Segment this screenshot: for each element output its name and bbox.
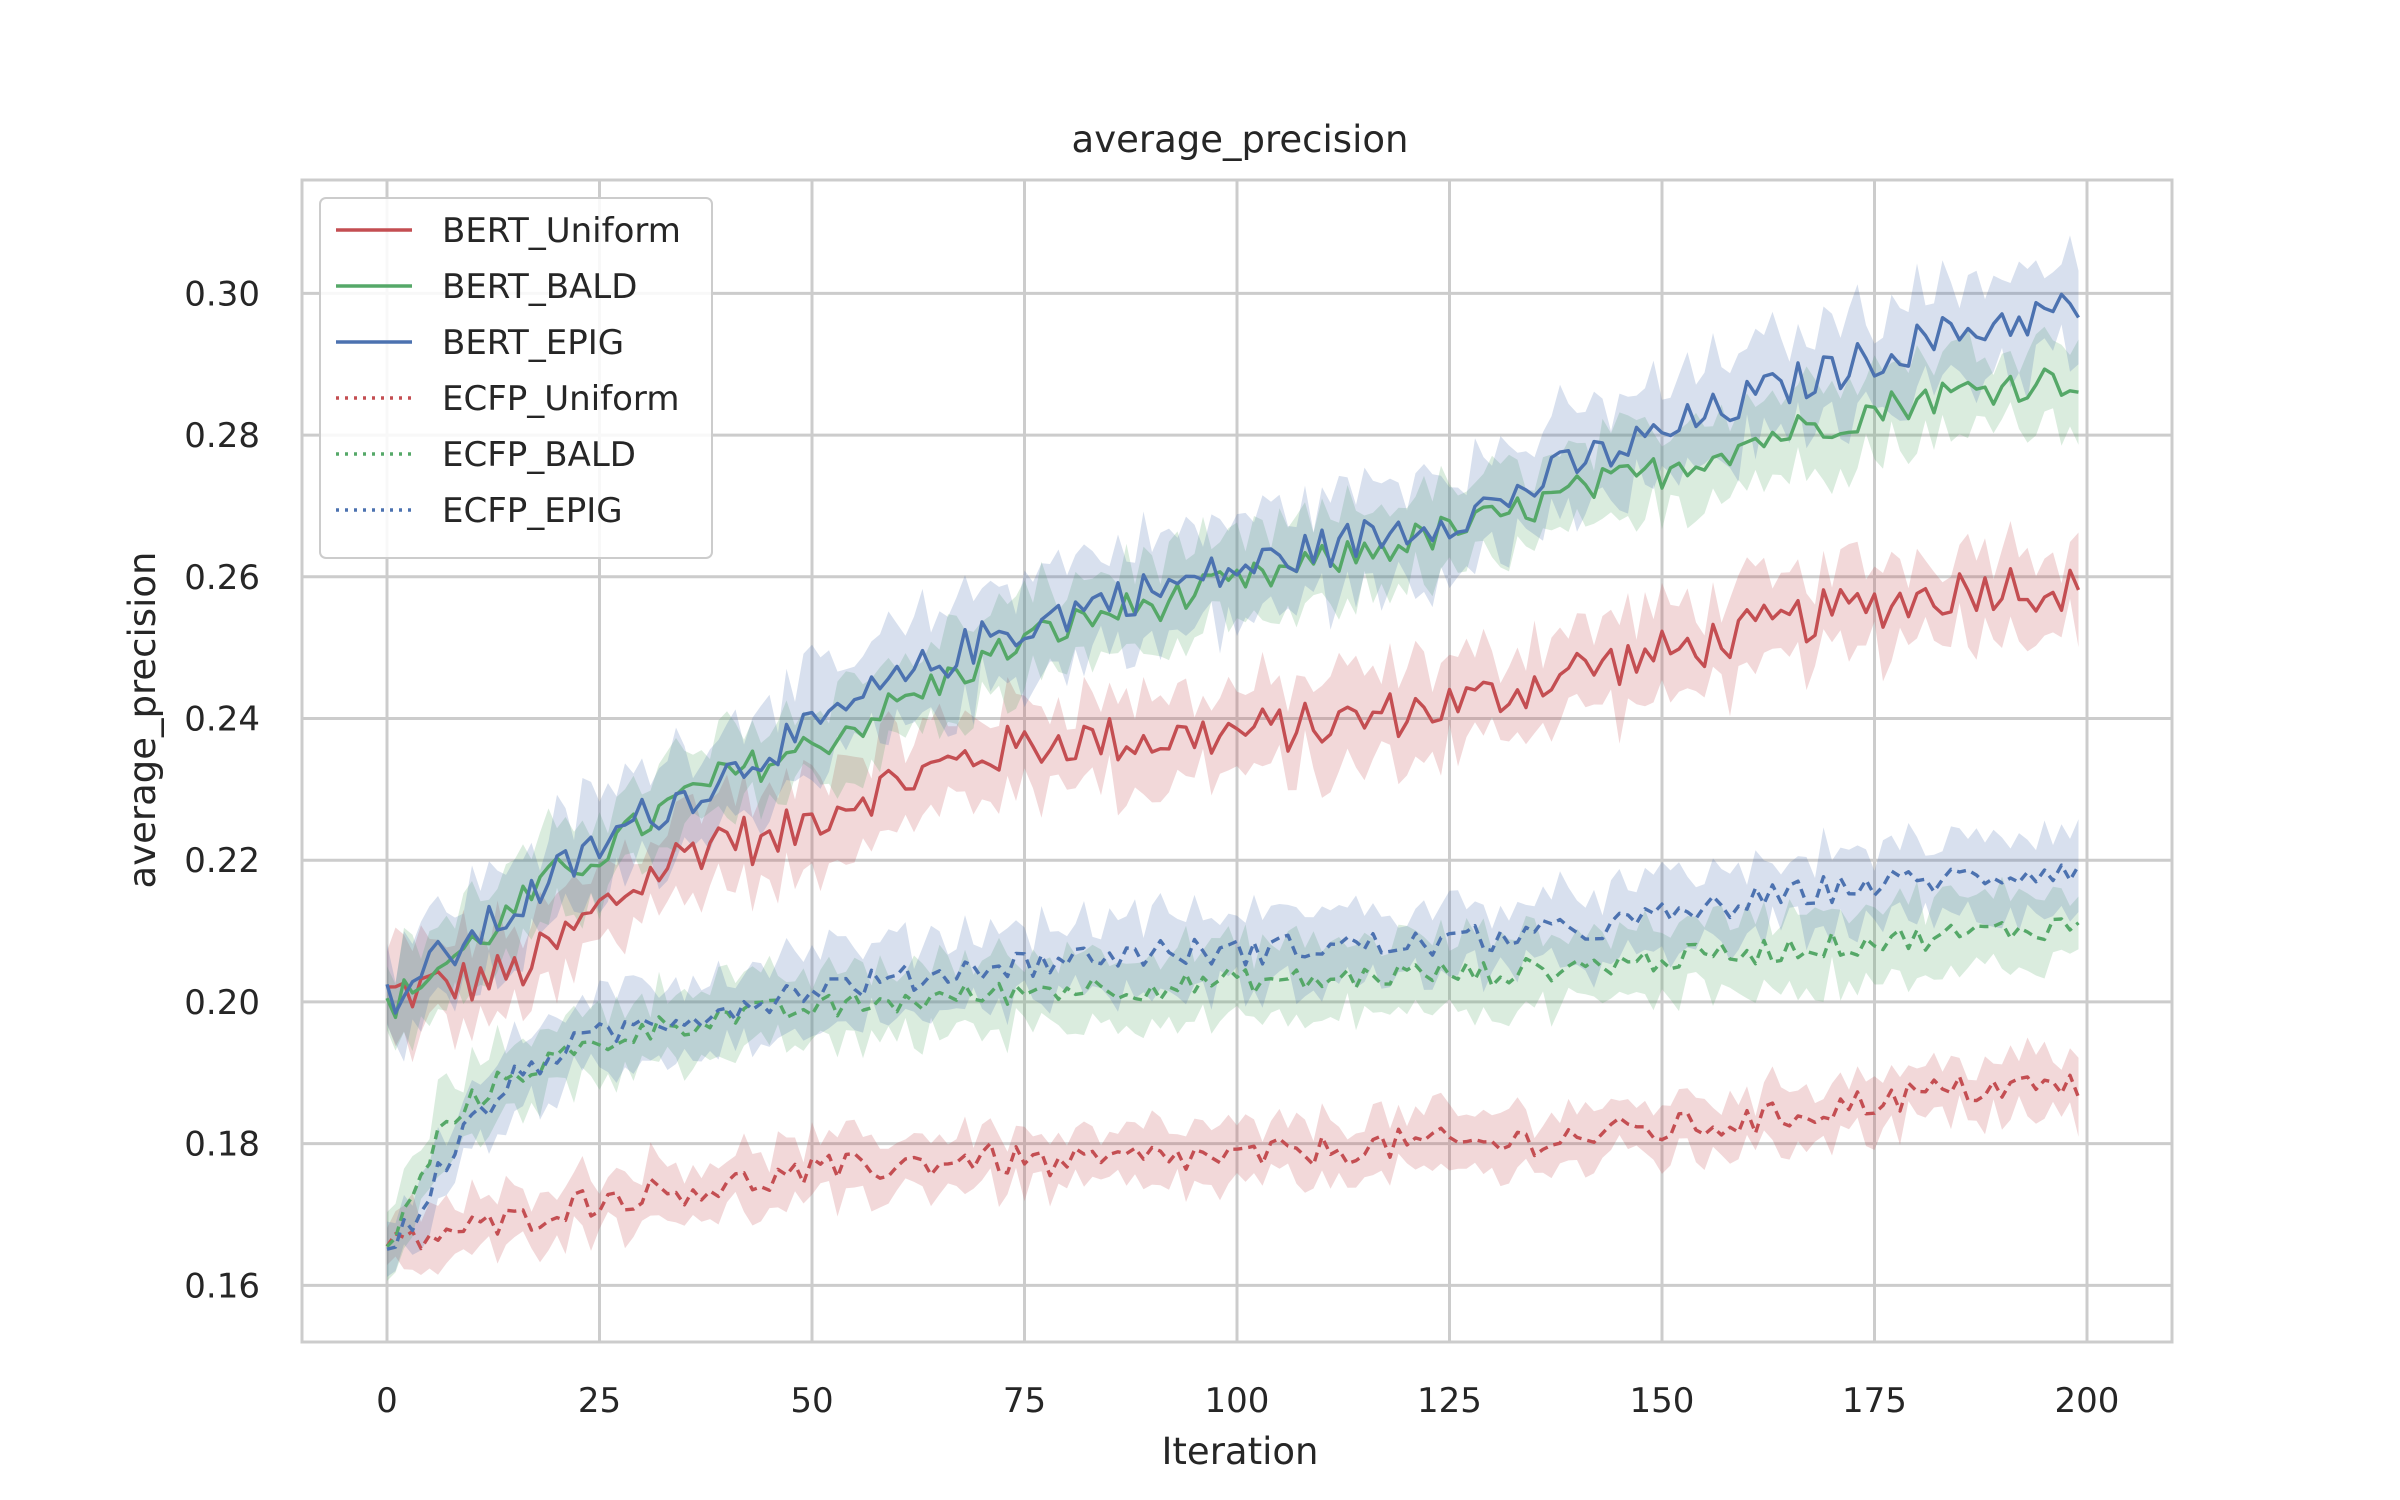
series-lines xyxy=(385,292,2081,1251)
legend-label: BERT_BALD xyxy=(442,267,637,307)
legend-box xyxy=(319,197,713,559)
y-tick-label: 0.24 xyxy=(184,699,260,739)
confidence-band-ecfp-uniform xyxy=(387,1037,2079,1275)
x-tick-label: 150 xyxy=(1630,1381,1695,1421)
legend: BERT_Uniform BERT_BALD BERT_EPIG ECFP_Unifo… xyxy=(319,197,713,559)
y-tick-label: 0.28 xyxy=(184,416,260,456)
legend-label: ECFP_Uniform xyxy=(442,379,679,419)
x-axis-ticks: 0 25 50 75 100 125 150 175 200 xyxy=(376,1381,2119,1421)
legend-label: ECFP_EPIG xyxy=(442,491,623,531)
legend-label: BERT_EPIG xyxy=(442,323,624,363)
grid-lines xyxy=(302,180,2172,1342)
x-tick-label: 50 xyxy=(790,1381,833,1421)
series-line-ecfp-epig xyxy=(386,863,2080,1251)
x-tick-label: 25 xyxy=(578,1381,621,1421)
legend-label: BERT_Uniform xyxy=(442,211,681,251)
y-axis-label: average_precision xyxy=(121,552,164,889)
series-line-bert-bald xyxy=(385,367,2079,1020)
confidence-band-ecfp-bald xyxy=(387,876,2079,1281)
x-tick-label: 175 xyxy=(1842,1381,1907,1421)
x-tick-label: 100 xyxy=(1205,1381,1270,1421)
y-tick-label: 0.26 xyxy=(184,558,260,598)
y-axis-ticks: 0.16 0.18 0.20 0.22 0.24 0.26 0.28 0.30 xyxy=(184,274,260,1306)
confidence-band-bert-bald xyxy=(387,326,2079,1052)
x-tick-label: 0 xyxy=(376,1381,398,1421)
x-axis-label: Iteration xyxy=(1162,1430,1319,1473)
legend-label: ECFP_BALD xyxy=(442,435,636,475)
confidence-band-ecfp-epig xyxy=(387,819,2079,1277)
x-tick-label: 200 xyxy=(2055,1381,2120,1421)
chart-title: average_precision xyxy=(1072,118,1409,161)
plot-frame xyxy=(300,178,2174,1344)
x-tick-label: 75 xyxy=(1003,1381,1046,1421)
series-line-bert-epig xyxy=(385,292,2080,1015)
series-line-ecfp-uniform xyxy=(385,1073,2081,1251)
y-tick-label: 0.18 xyxy=(184,1125,260,1165)
y-tick-label: 0.30 xyxy=(184,274,260,314)
series-line-bert-uniform xyxy=(386,567,2081,1009)
confidence-band-bert-epig xyxy=(387,235,2079,1062)
series-line-ecfp-bald xyxy=(385,917,2080,1248)
y-tick-label: 0.16 xyxy=(184,1266,260,1306)
x-tick-label: 125 xyxy=(1417,1381,1482,1421)
y-tick-label: 0.20 xyxy=(184,983,260,1023)
y-tick-label: 0.22 xyxy=(184,841,260,881)
